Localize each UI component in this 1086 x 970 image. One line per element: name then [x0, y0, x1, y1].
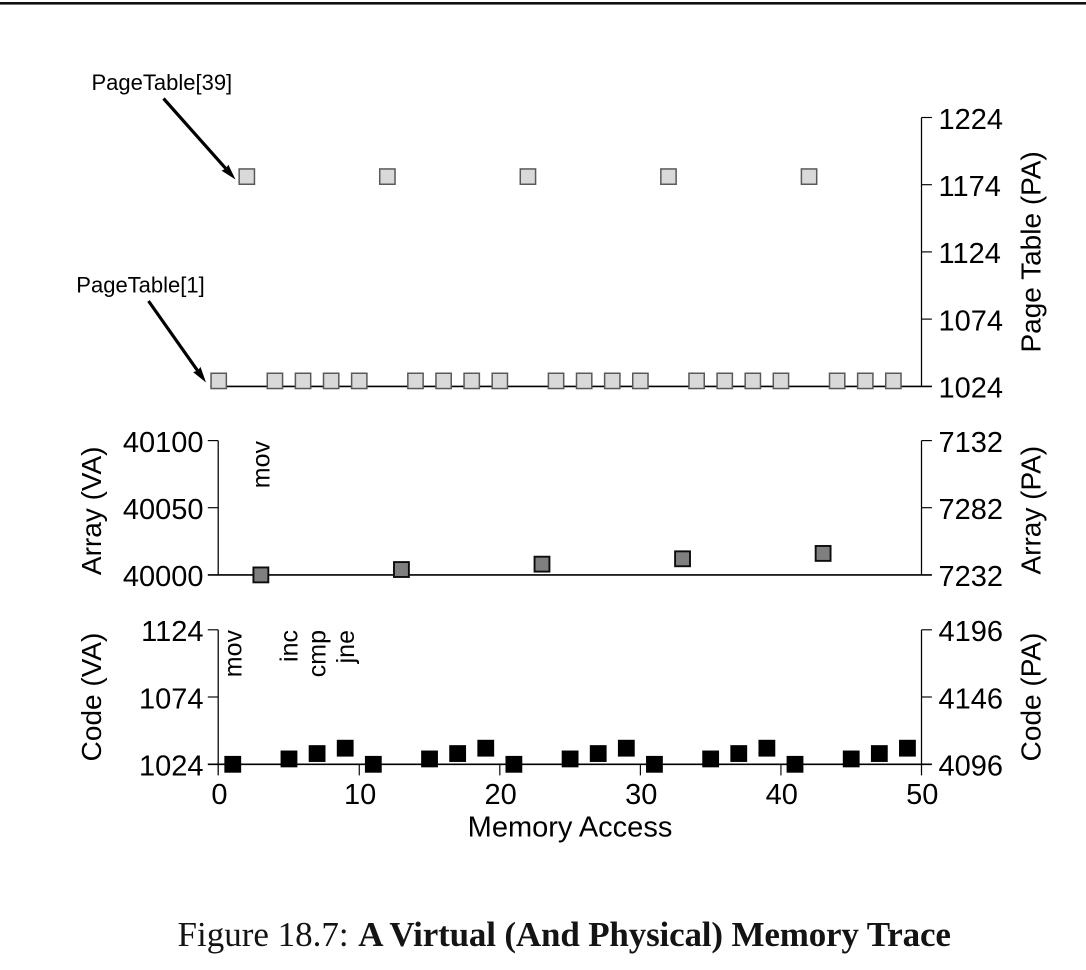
- svg-text:4096: 4096: [939, 751, 1004, 783]
- svg-text:jne: jne: [332, 630, 360, 664]
- svg-text:50: 50: [906, 779, 938, 811]
- svg-text:Page Table (PA): Page Table (PA): [1016, 151, 1047, 352]
- svg-text:0: 0: [211, 779, 227, 811]
- svg-text:4146: 4146: [939, 683, 1004, 715]
- svg-text:7232: 7232: [939, 561, 1004, 593]
- svg-text:Code (PA): Code (PA): [1016, 633, 1047, 762]
- svg-text:40: 40: [766, 779, 798, 811]
- svg-text:7132: 7132: [939, 427, 1004, 459]
- svg-text:10: 10: [344, 779, 376, 811]
- svg-text:40050: 40050: [123, 494, 204, 526]
- svg-text:1074: 1074: [139, 683, 204, 715]
- svg-text:1174: 1174: [939, 171, 1001, 203]
- svg-text:mov: mov: [219, 630, 247, 678]
- svg-text:Array (VA): Array (VA): [76, 446, 107, 575]
- svg-text:mov: mov: [248, 441, 276, 489]
- svg-text:cmp: cmp: [304, 630, 332, 677]
- svg-text:Memory Access: Memory Access: [468, 812, 673, 844]
- svg-text:40000: 40000: [123, 561, 204, 593]
- svg-text:Array (PA): Array (PA): [1016, 446, 1047, 575]
- svg-text:30: 30: [625, 779, 657, 811]
- svg-text:20: 20: [484, 779, 516, 811]
- svg-text:1224: 1224: [939, 104, 1004, 136]
- svg-text:4196: 4196: [939, 616, 1004, 648]
- svg-text:40100: 40100: [123, 427, 204, 459]
- svg-text:1024: 1024: [939, 373, 1004, 405]
- svg-text:1024: 1024: [139, 751, 204, 783]
- svg-text:1124: 1124: [141, 616, 203, 648]
- svg-text:1074: 1074: [939, 305, 1004, 337]
- svg-text:Code (VA): Code (VA): [76, 633, 107, 762]
- svg-text:PageTable[39]: PageTable[39]: [92, 70, 233, 95]
- svg-text:1124: 1124: [939, 238, 1001, 270]
- svg-text:inc: inc: [276, 630, 304, 662]
- svg-text:7282: 7282: [939, 494, 1004, 526]
- svg-text:PageTable[1]: PageTable[1]: [76, 272, 204, 297]
